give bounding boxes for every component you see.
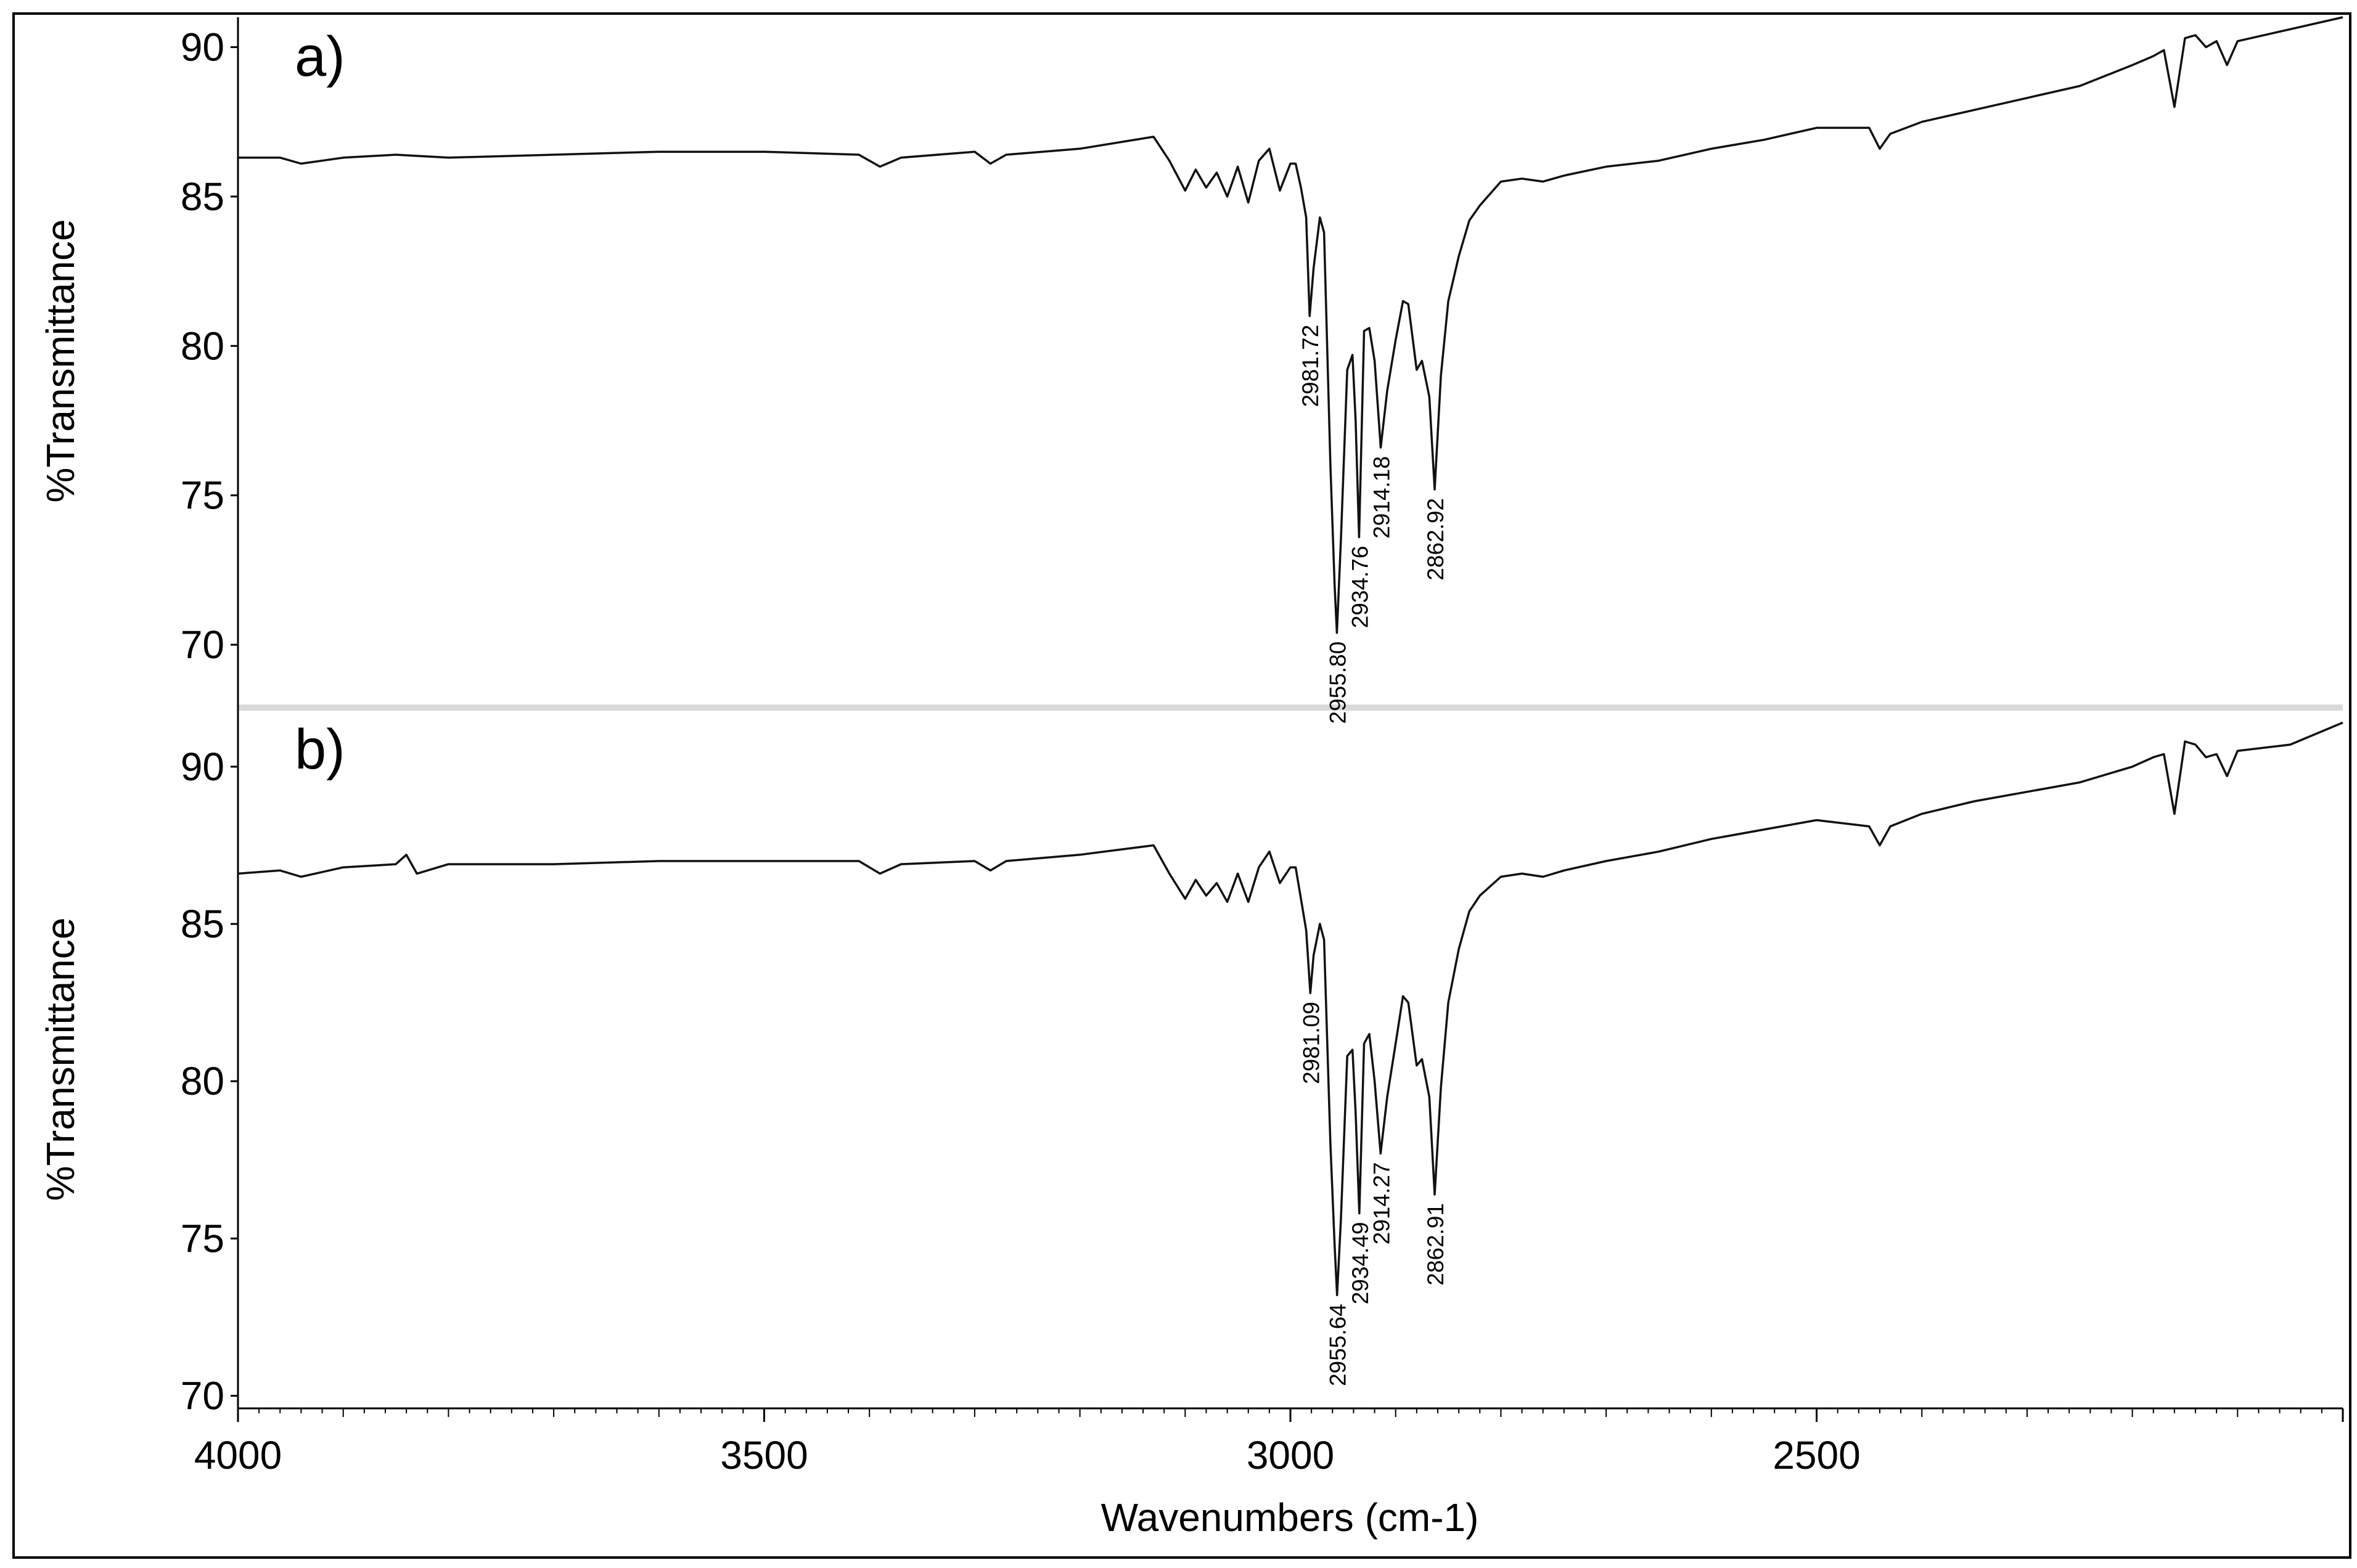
panel-a-y-axis-title: %Transmittance (38, 219, 83, 503)
panel-a-spectrum-line (238, 16, 2343, 634)
panel-b-peak-label: 2914.27 (1369, 1162, 1394, 1245)
panel-b-peak-label: 2955.64 (1326, 1304, 1351, 1386)
x-tick-label: 3000 (1247, 1433, 1334, 1477)
panel-b-y-tick-label: 90 (181, 745, 224, 789)
panel-b-y-tick-label: 75 (181, 1216, 224, 1260)
x-axis-title: Wavenumbers (cm-1) (1101, 1495, 1479, 1540)
x-tick-label: 4000 (194, 1433, 282, 1477)
x-tick-label: 3500 (720, 1433, 808, 1477)
panel-b-y-axis-title: %Transmittance (38, 918, 83, 1201)
panel-a-y-tick-label: 80 (181, 324, 224, 368)
panel-a-peak-label: 2955.80 (1325, 642, 1350, 724)
panel-a-y-tick-label: 90 (181, 25, 224, 69)
panel-b-y-tick-label: 70 (181, 1374, 224, 1418)
panel-a-label: a) (295, 25, 345, 88)
panel-b-peak-label: 2981.09 (1298, 1002, 1324, 1084)
panel-a-peak-label: 2981.72 (1298, 325, 1323, 407)
panel-b-label: b) (295, 718, 345, 781)
panel-a-y-tick-label: 75 (181, 473, 224, 518)
x-tick-label: 2500 (1773, 1433, 1860, 1477)
panel-a-y-tick-label: 70 (181, 623, 224, 667)
panel-a-peak-label: 2862.92 (1423, 498, 1448, 581)
panel-a-peak-label: 2914.18 (1369, 456, 1395, 539)
panel-a-y-tick-label: 85 (181, 174, 224, 219)
panel-b-peak-label: 2934.49 (1348, 1222, 1373, 1305)
panel-b-spectrum-line (237, 721, 2343, 1297)
panel-a: 90 85 80 75 70 %Transmittance a) 2981.72 2955.80… (38, 16, 2343, 724)
panel-b-peak-label: 2862.91 (1423, 1203, 1448, 1286)
panel-b: 90 85 80 75 70 %Transmittance b) 2981.09 2955.64… (38, 718, 2343, 1418)
panel-a-peak-label: 2934.76 (1347, 546, 1372, 629)
x-axis-ticks: 4000 3500 3000 2500 (194, 1408, 2344, 1477)
panel-b-y-tick-label: 80 (181, 1059, 224, 1103)
panel-b-y-tick-label: 85 (181, 902, 224, 946)
figure-frame (12, 12, 2351, 1559)
